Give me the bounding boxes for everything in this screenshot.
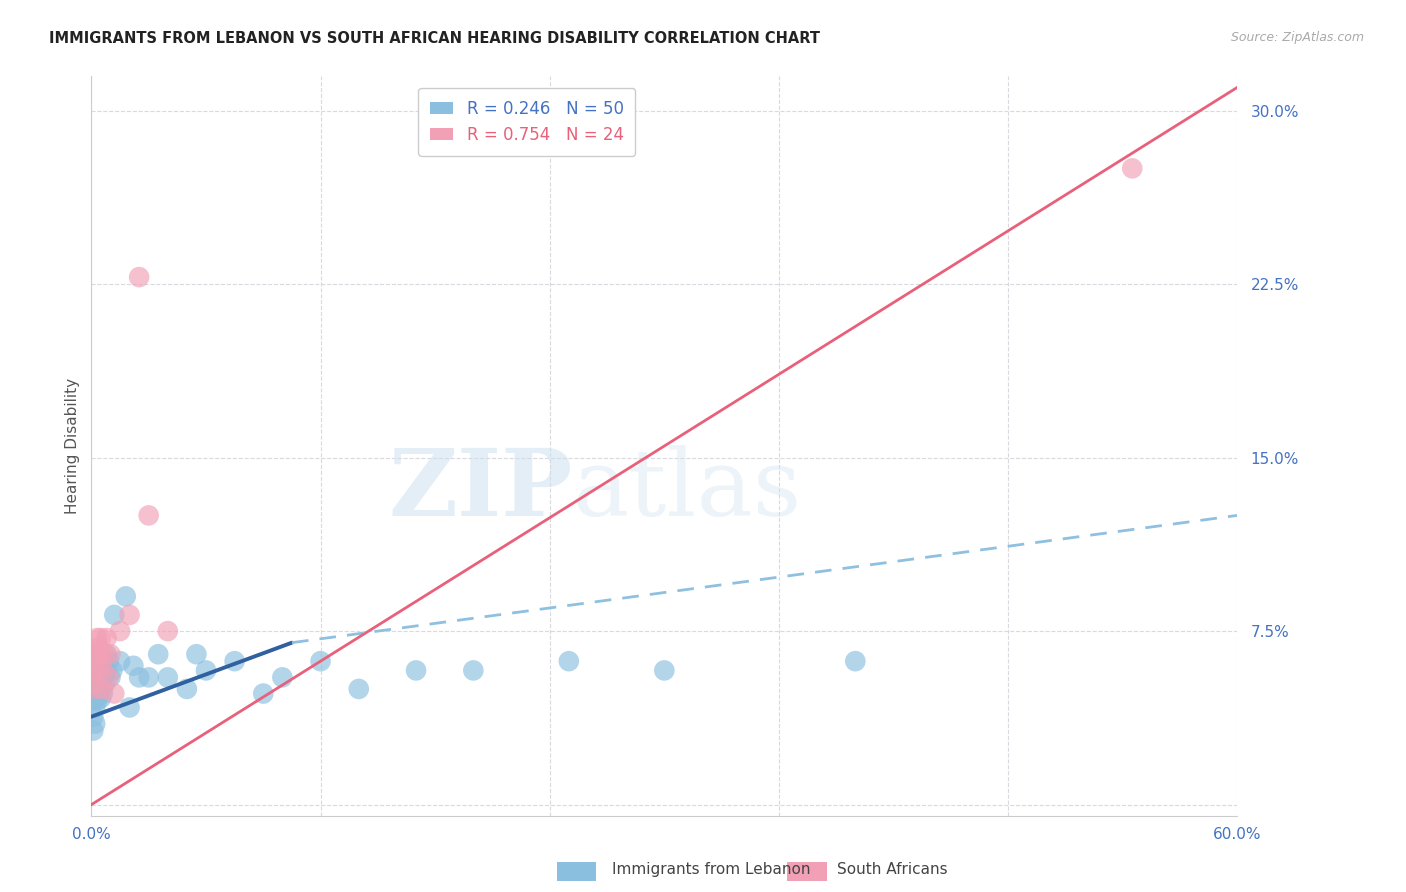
Point [194,664,217,678]
Point [91,687,114,701]
Point [148,647,170,661]
Point [94,647,117,661]
Point [84,700,107,714]
Point [100,670,122,684]
Point [138,670,160,684]
Point [1121,161,1143,176]
Point [100,647,122,661]
Point [96,664,118,678]
Point [91,681,114,696]
Point [82,664,104,678]
Point [558,654,581,668]
Point [86,677,108,691]
Point [176,681,198,696]
Point [347,681,370,696]
Point [87,647,110,661]
Point [122,658,145,673]
Point [97,654,120,668]
Point [86,693,108,707]
Point [86,647,108,661]
Point [90,691,112,706]
Point [405,664,427,678]
Point [186,647,208,661]
Point [90,664,112,678]
Point [82,709,104,723]
Point [84,687,107,701]
Text: Source: ZipAtlas.com: Source: ZipAtlas.com [1230,31,1364,45]
Text: atlas: atlas [572,445,801,535]
Text: ZIP: ZIP [388,445,572,535]
Point [87,687,110,701]
Point [87,670,110,684]
Point [90,677,112,691]
Point [82,723,104,738]
Point [84,647,107,661]
Point [94,664,117,678]
Point [128,270,150,285]
Point [91,658,114,673]
Point [84,664,107,678]
Point [90,647,112,661]
Point [87,658,110,673]
Point [103,607,125,622]
Point [138,508,160,523]
Point [84,670,107,684]
Point [108,654,131,668]
Point [86,665,108,680]
Point [844,654,866,668]
Point [87,640,110,655]
Point [82,693,104,707]
Point [86,631,108,645]
Point [86,654,108,668]
Point [271,670,294,684]
Point [91,670,114,684]
Point [114,590,136,604]
Point [87,658,110,673]
Point [82,677,104,691]
Point [118,700,141,714]
Point [84,681,107,696]
Y-axis label: Hearing Disability: Hearing Disability [65,378,80,514]
Point [652,664,675,678]
Point [108,624,131,639]
Point [94,677,117,691]
Point [128,670,150,684]
Point [96,631,118,645]
Point [252,687,274,701]
Point [84,716,107,731]
Point [90,631,112,645]
Point [96,647,118,661]
Point [309,654,332,668]
Point [463,664,485,678]
Point [156,670,179,684]
Text: South Africans: South Africans [837,863,948,877]
Point [97,670,120,684]
Point [224,654,246,668]
Point [156,624,179,639]
Text: Immigrants from Lebanon: Immigrants from Lebanon [612,863,810,877]
Point [101,664,124,678]
Point [91,664,114,678]
Legend: R = 0.246   N = 50, R = 0.754   N = 24: R = 0.246 N = 50, R = 0.754 N = 24 [419,87,636,155]
Text: IMMIGRANTS FROM LEBANON VS SOUTH AFRICAN HEARING DISABILITY CORRELATION CHART: IMMIGRANTS FROM LEBANON VS SOUTH AFRICAN… [49,31,820,46]
Point [118,607,141,622]
Point [103,687,125,701]
